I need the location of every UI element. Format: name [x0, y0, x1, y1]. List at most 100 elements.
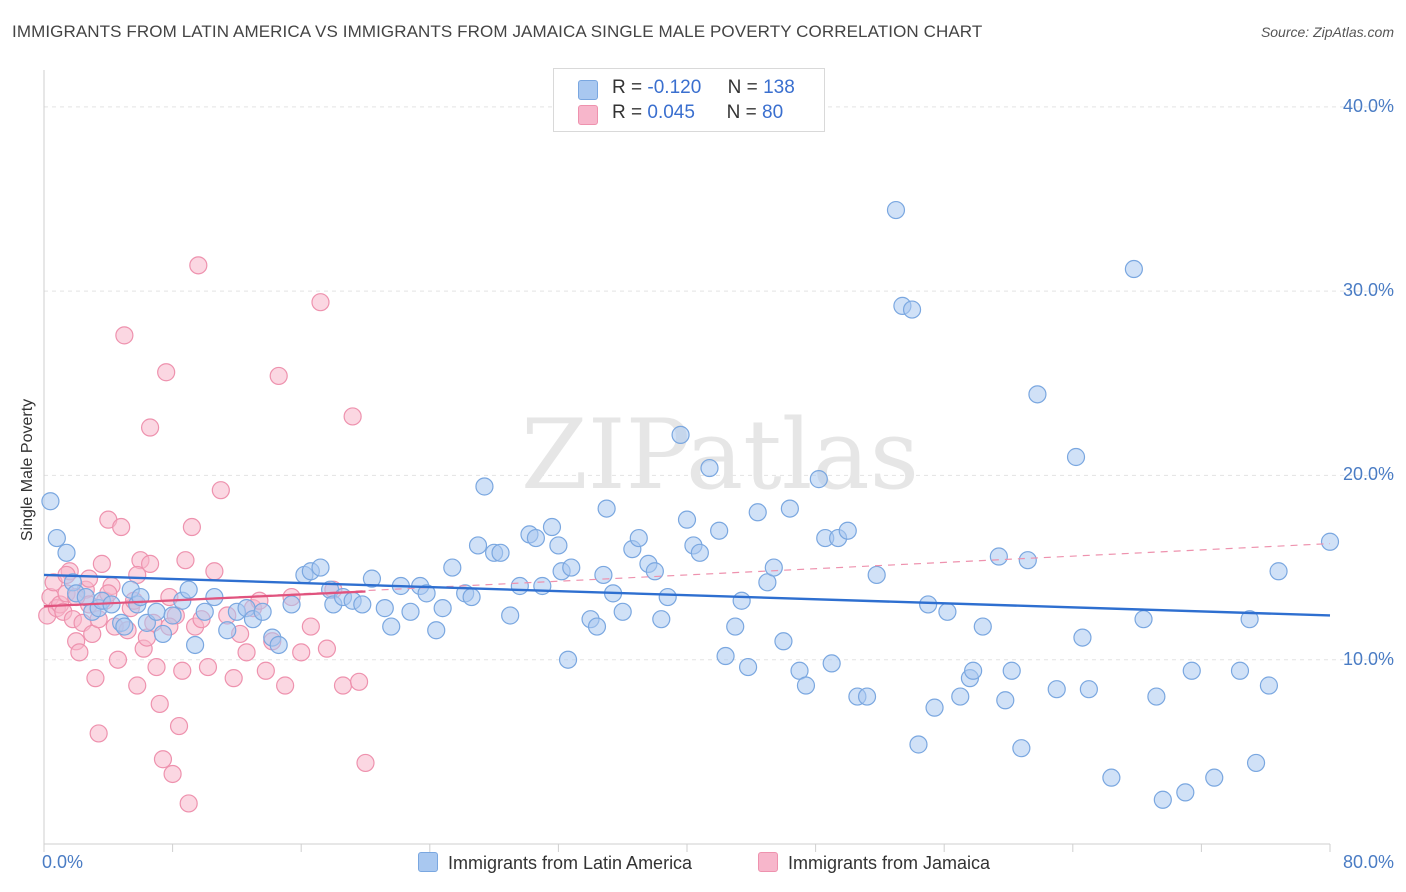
point-latin-america: [902, 300, 922, 319]
point-latin-america: [1028, 385, 1047, 404]
point-latin-america: [629, 528, 648, 548]
point-latin-america: [186, 635, 205, 655]
point-jamaica: [140, 418, 160, 437]
point-latin-america: [362, 569, 382, 588]
point-latin-america: [973, 617, 992, 636]
point-latin-america: [658, 587, 677, 607]
point-jamaica: [128, 676, 147, 695]
point-latin-america: [542, 517, 562, 537]
point-latin-america: [886, 200, 906, 220]
point-latin-america: [510, 576, 529, 596]
point-latin-america: [1147, 687, 1166, 706]
point-latin-america: [253, 602, 272, 621]
point-latin-america: [205, 587, 224, 607]
point-latin-america: [1134, 610, 1153, 629]
point-latin-america: [526, 528, 545, 548]
point-jamaica: [317, 639, 337, 658]
point-latin-america: [1073, 628, 1092, 647]
point-latin-america: [919, 595, 938, 614]
point-latin-america: [1205, 768, 1224, 787]
watermark: ZIPatlas: [521, 399, 919, 511]
point-latin-america: [716, 646, 735, 666]
point-latin-america: [764, 558, 783, 577]
stats-legend: R = -0.120 N = 138 R = 0.045 N = 80: [553, 68, 825, 132]
point-jamaica: [211, 481, 230, 500]
point-jamaica: [176, 551, 195, 570]
point-jamaica: [333, 676, 353, 695]
point-latin-america: [218, 621, 237, 640]
point-latin-america: [857, 687, 877, 706]
point-latin-america: [780, 499, 799, 518]
point-jamaica: [292, 643, 311, 662]
point-latin-america: [1124, 259, 1143, 279]
point-latin-america: [195, 602, 214, 621]
legend-swatch-jamaica: [758, 852, 778, 872]
point-latin-america: [1320, 532, 1340, 551]
point-latin-america: [867, 565, 886, 585]
point-jamaica: [276, 676, 295, 695]
point-latin-america: [47, 528, 66, 548]
point-latin-america: [1230, 661, 1250, 680]
point-latin-america: [382, 617, 401, 636]
trend-lines: [43, 543, 1331, 617]
point-jamaica: [89, 724, 108, 743]
legend-swatch-latin-america: [418, 852, 438, 872]
point-latin-america: [726, 617, 745, 636]
point-latin-america: [558, 650, 578, 669]
point-jamaica: [79, 569, 99, 588]
point-latin-america: [269, 635, 288, 655]
point-jamaica: [70, 643, 89, 662]
point-jamaica: [349, 672, 369, 691]
point-latin-america: [677, 510, 697, 529]
point-latin-america: [671, 425, 690, 444]
legend-item-latin-america: Immigrants from Latin America: [418, 852, 692, 874]
point-latin-america: [433, 599, 452, 618]
point-jamaica: [108, 650, 128, 669]
r-label: R =: [612, 77, 643, 98]
legend-label-latin-america: Immigrants from Latin America: [448, 853, 693, 873]
point-latin-america: [925, 698, 944, 717]
point-latin-america: [1259, 676, 1279, 695]
point-latin-america: [989, 547, 1008, 566]
point-latin-america: [774, 632, 793, 651]
series-latin-america-points: [41, 200, 1340, 809]
point-jamaica: [356, 753, 375, 773]
point-jamaica: [224, 669, 243, 688]
point-jamaica: [150, 694, 169, 714]
point-latin-america: [1066, 447, 1086, 467]
point-latin-america: [796, 676, 816, 695]
point-latin-america: [1153, 790, 1172, 809]
point-jamaica: [92, 554, 111, 573]
r-value-latin-america: -0.120: [647, 77, 702, 98]
series-jamaica-points: [38, 256, 375, 813]
point-latin-america: [549, 536, 568, 555]
gridlines: [44, 106, 1392, 661]
point-jamaica: [182, 517, 201, 537]
swatch-jamaica: [578, 105, 598, 125]
point-latin-america: [594, 565, 613, 585]
x-tick-min: 0.0%: [42, 852, 84, 872]
point-latin-america: [838, 521, 857, 540]
point-latin-america: [1176, 783, 1195, 802]
point-jamaica: [115, 326, 134, 345]
point-latin-america: [417, 584, 436, 603]
chart-title: IMMIGRANTS FROM LATIN AMERICA VS IMMIGRA…: [12, 22, 983, 41]
point-latin-america: [700, 458, 719, 478]
point-latin-america: [468, 536, 488, 555]
n-label: N =: [726, 102, 757, 123]
point-latin-america: [562, 558, 581, 577]
point-latin-america: [938, 602, 957, 621]
point-latin-america: [909, 735, 928, 754]
point-latin-america: [748, 503, 767, 522]
point-latin-america: [597, 499, 616, 518]
point-latin-america: [147, 602, 166, 621]
point-jamaica: [301, 617, 320, 636]
trend-line-jamaica: [43, 590, 366, 608]
point-latin-america: [822, 654, 841, 673]
point-latin-america: [1246, 753, 1266, 773]
point-jamaica: [198, 657, 218, 677]
point-latin-america: [427, 621, 446, 640]
trend-line-latin-america: [43, 573, 1331, 617]
r-label: R =: [612, 102, 643, 123]
